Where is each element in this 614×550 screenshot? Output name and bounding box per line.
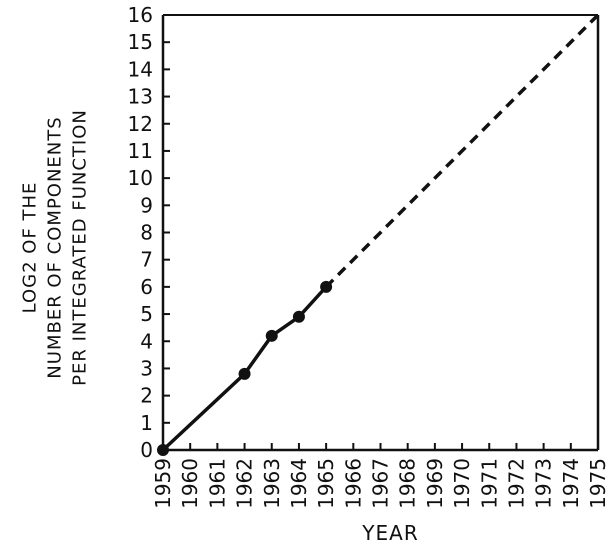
x-tick-label: 1964 bbox=[287, 458, 311, 509]
y-tick-label: 10 bbox=[128, 166, 153, 190]
x-tick-label: 1962 bbox=[233, 458, 257, 509]
x-tick-label: 1963 bbox=[260, 458, 284, 509]
y-tick-label: 7 bbox=[140, 248, 153, 272]
x-tick-label: 1965 bbox=[314, 458, 338, 509]
x-tick-label: 1968 bbox=[396, 458, 420, 509]
x-tick-label: 1969 bbox=[423, 458, 447, 509]
x-tick-label: 1967 bbox=[369, 458, 393, 509]
y-tick-label: 12 bbox=[128, 112, 153, 136]
data-series bbox=[157, 13, 600, 456]
data-point bbox=[157, 444, 169, 456]
y-tick-label: 2 bbox=[140, 384, 153, 408]
x-tick-label: 1971 bbox=[477, 458, 501, 509]
y-tick-label: 0 bbox=[140, 438, 153, 462]
y-tick-label: 3 bbox=[140, 356, 153, 380]
y-tick-label: 11 bbox=[128, 139, 153, 163]
x-tick-label: 1972 bbox=[504, 458, 528, 509]
data-point bbox=[292, 310, 305, 323]
projection-line bbox=[324, 13, 600, 289]
x-axis-title: YEAR bbox=[361, 521, 418, 545]
x-tick-label: 1974 bbox=[559, 458, 583, 509]
x-tick-label: 1960 bbox=[178, 458, 202, 509]
y-axis-title-line: NUMBER OF COMPONENTS bbox=[45, 116, 66, 378]
x-tick-label: 1961 bbox=[205, 458, 229, 509]
y-axis-title: LOG2 OF THE NUMBER OF COMPONENTS PER INTEG… bbox=[20, 109, 91, 386]
y-tick-label: 13 bbox=[128, 85, 153, 109]
y-tick-label: 15 bbox=[128, 30, 153, 54]
x-tick-label: 1966 bbox=[341, 458, 365, 509]
axis-ticks bbox=[162, 14, 599, 451]
y-axis-title-line: LOG2 OF THE bbox=[20, 182, 41, 314]
y-tick-label: 1 bbox=[140, 411, 153, 435]
y-tick-label: 4 bbox=[140, 329, 153, 353]
data-point bbox=[265, 329, 278, 342]
x-tick-label: 1975 bbox=[586, 458, 610, 509]
data-point bbox=[238, 367, 251, 380]
y-tick-label: 14 bbox=[128, 57, 153, 81]
x-tick-label: 1959 bbox=[151, 458, 175, 509]
y-tick-label: 8 bbox=[140, 221, 153, 245]
y-tick-label: 9 bbox=[140, 193, 153, 217]
y-axis-title-line: PER INTEGRATED FUNCTION bbox=[70, 109, 91, 386]
x-tick-label: 1973 bbox=[532, 458, 556, 509]
y-tick-label: 6 bbox=[140, 275, 153, 299]
y-tick-label: 5 bbox=[140, 302, 153, 326]
x-tick-labels: 1959 1960 1961 1962 1963 1964 1965 1966 1967 1968… bbox=[151, 458, 610, 509]
y-tick-label: 16 bbox=[128, 3, 153, 27]
x-tick-label: 1970 bbox=[450, 458, 474, 509]
